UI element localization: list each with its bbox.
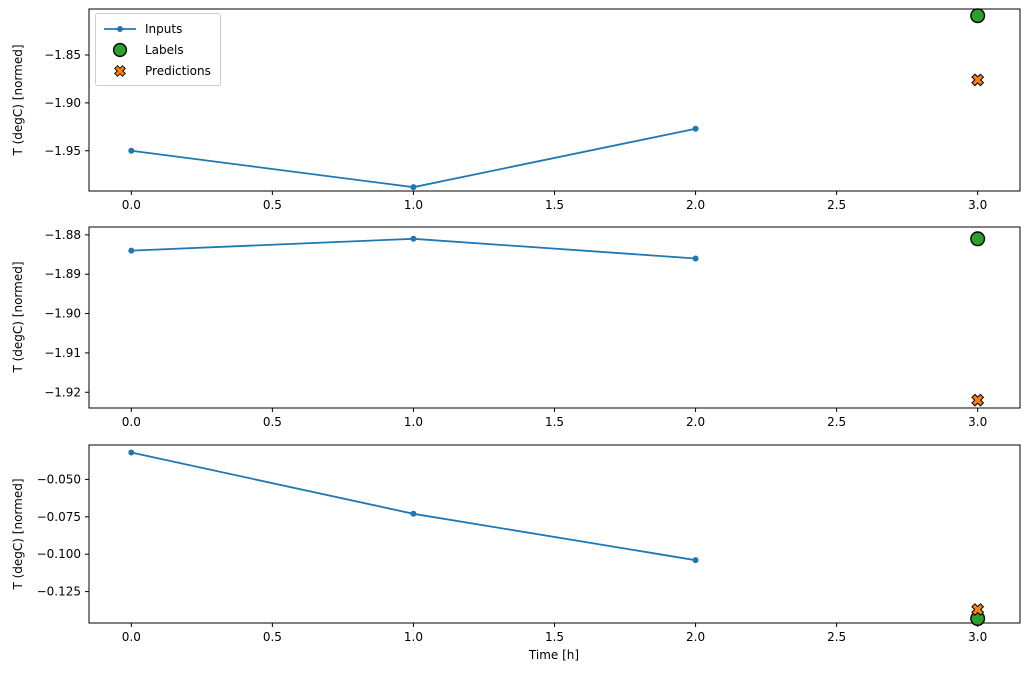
y-tick-label: −1.90	[44, 96, 81, 110]
x-tick-label: 0.0	[122, 630, 141, 644]
x-tick-label: 3.0	[968, 198, 987, 212]
y-tick-label: −1.85	[44, 48, 81, 62]
x-tick-label: 2.5	[827, 415, 846, 429]
line-dot-icon	[104, 25, 136, 32]
y-tick-label: −1.95	[44, 144, 81, 158]
y-tick-label: −0.050	[37, 472, 81, 486]
legend: Inputs Labels Predictions	[95, 13, 221, 86]
inputs-point-marker	[692, 557, 699, 564]
inputs-line	[131, 127, 696, 189]
inputs-point-marker	[410, 510, 417, 517]
labels-marker	[970, 231, 986, 247]
legend-item-labels: Labels	[103, 39, 211, 60]
x-tick-label: 0.5	[263, 198, 282, 212]
subplot-2: 0.0 0.5 1.0 1.5 2.0 2.5 3.0 −0.050 −0.075 −0.100 −…	[37, 444, 1021, 644]
legend-label-labels: Labels	[145, 42, 184, 57]
inputs-point-marker	[128, 147, 135, 154]
subplot-1: 0.0 0.5 1.0 1.5 2.0 2.5 3.0 −1.88 −1.89 −1.90 −1.9…	[44, 226, 1021, 429]
x-tick-label: 0.0	[122, 415, 141, 429]
predictions-marker	[971, 603, 985, 616]
x-tick-label: 1.5	[545, 198, 564, 212]
inputs-point-marker	[692, 125, 699, 132]
inputs-line	[131, 451, 696, 562]
y-tick-label: −0.125	[37, 585, 81, 599]
y-tick-label: −1.91	[44, 346, 81, 360]
y-tick-label: −1.92	[44, 385, 81, 399]
x-tick-label: 1.0	[404, 630, 423, 644]
x-tick-label: 2.0	[686, 415, 705, 429]
y-tick-label: −0.075	[37, 510, 81, 524]
y-axis-label-top: T (degC) [normed]	[11, 44, 25, 156]
x-tick-label: 0.0	[122, 198, 141, 212]
x-tick-label: 2.5	[827, 630, 846, 644]
legend-item-inputs: Inputs	[103, 18, 211, 39]
y-axis-label-bottom: T (degC) [normed]	[11, 478, 25, 590]
inputs-point-marker	[128, 247, 135, 254]
inputs-point-marker	[128, 449, 135, 456]
inputs-point-marker	[692, 255, 699, 262]
x-tick-label: 3.0	[968, 415, 987, 429]
predictions-marker	[971, 73, 985, 87]
y-tick-label: −1.90	[44, 307, 81, 321]
y-tick-label: −1.88	[44, 228, 81, 242]
inputs-point-marker	[410, 235, 417, 242]
x-tick-label: 2.0	[686, 630, 705, 644]
axes-frame	[88, 226, 1021, 409]
x-tick-label: 1.0	[404, 415, 423, 429]
x-tick-label: 3.0	[968, 630, 987, 644]
x-tick-label: 0.5	[263, 415, 282, 429]
x-tick-label: 1.5	[545, 415, 564, 429]
legend-label-predictions: Predictions	[145, 63, 211, 78]
x-tick-label: 0.5	[263, 630, 282, 644]
x-tick-label: 2.5	[827, 198, 846, 212]
x-tick-label: 2.0	[686, 198, 705, 212]
y-tick-label: −1.89	[44, 267, 81, 281]
predictions-marker	[971, 393, 985, 407]
y-tick-label: −0.100	[37, 547, 81, 561]
legend-label-inputs: Inputs	[145, 21, 183, 36]
subplot-0: 0.0 0.5 1.0 1.5 2.0 2.5 3.0 −1.85 −1.90 −1.95	[44, 8, 1021, 212]
axes-frame	[88, 8, 1021, 192]
labels-marker	[970, 8, 986, 24]
circle-icon	[112, 42, 128, 57]
legend-item-predictions: Predictions	[103, 60, 211, 81]
x-tick-label: 1.0	[404, 198, 423, 212]
inputs-point-marker	[410, 184, 417, 191]
x-cross-icon	[114, 64, 126, 77]
y-axis-label-middle: T (degC) [normed]	[11, 261, 25, 373]
x-tick-label: 1.5	[545, 630, 564, 644]
x-axis-label: Time [h]	[528, 648, 580, 662]
axes-frame	[88, 444, 1021, 624]
